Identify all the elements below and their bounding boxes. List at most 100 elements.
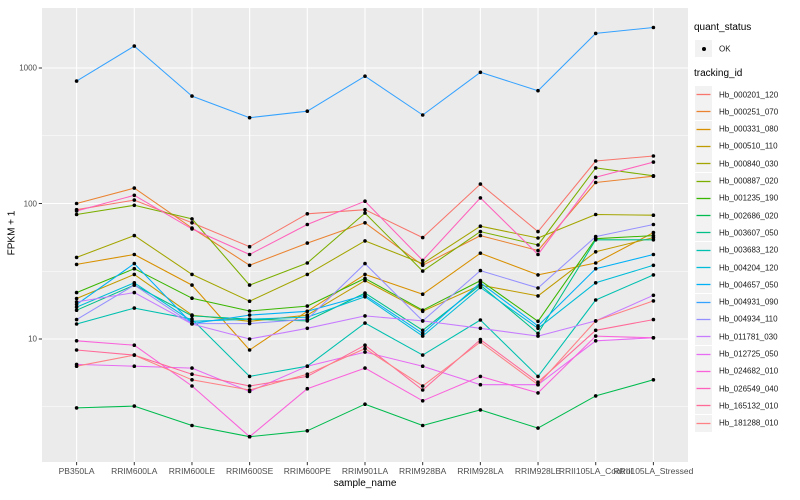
data-point — [651, 263, 656, 268]
data-point — [593, 180, 598, 185]
legend-title-tracking-id: tracking_id — [694, 68, 743, 79]
data-point — [132, 252, 137, 257]
data-point — [363, 261, 367, 266]
data-point — [305, 309, 310, 314]
data-point — [420, 423, 425, 428]
data-point — [132, 364, 137, 369]
data-point — [651, 233, 656, 238]
y-tick-label: 100 — [23, 199, 37, 208]
legend-entry-label: Hb_003607_050 — [719, 228, 779, 238]
data-point — [247, 317, 252, 322]
x-tick-label: RRIM600LE — [168, 466, 216, 476]
data-point — [478, 182, 483, 186]
line-swatch-icon — [696, 145, 711, 148]
data-point — [247, 299, 252, 304]
data-point — [536, 243, 540, 247]
data-point — [247, 348, 252, 352]
data-point — [536, 391, 540, 395]
line-swatch-icon — [696, 249, 711, 251]
legend-key-Hb_000887_020 — [695, 172, 712, 190]
line-swatch-icon — [696, 405, 711, 407]
data-point — [536, 229, 540, 234]
data-point — [651, 299, 656, 303]
quant-status-ok-label: OK — [719, 44, 731, 53]
data-point — [420, 261, 425, 266]
data-point — [190, 322, 194, 326]
legend-entry-label: Hb_181288_010 — [719, 418, 779, 428]
data-point — [593, 394, 598, 398]
data-point — [305, 386, 310, 391]
line-swatch-icon — [696, 336, 711, 338]
data-point — [651, 293, 656, 298]
legend-key-Hb_004657_050 — [695, 276, 712, 294]
data-point — [305, 272, 310, 277]
data-point — [74, 262, 79, 267]
data-point — [132, 283, 137, 287]
x-tick-label: RRIM600PE — [283, 466, 331, 476]
data-point — [190, 296, 194, 301]
data-point — [363, 346, 367, 351]
data-point — [363, 239, 367, 243]
legend-entry-label: Hb_000840_030 — [719, 159, 779, 169]
data-point — [593, 234, 598, 239]
legend-entry-label: Hb_000331_080 — [719, 124, 779, 134]
data-point — [536, 334, 540, 338]
data-point — [593, 159, 598, 163]
data-point — [420, 269, 425, 273]
data-point — [651, 222, 656, 227]
data-point — [247, 384, 252, 388]
data-point — [74, 317, 79, 322]
data-point — [363, 74, 367, 78]
line-swatch-icon — [696, 163, 711, 165]
data-point — [363, 199, 367, 203]
x-tick-label: PB350LA — [58, 466, 95, 476]
data-point — [132, 353, 137, 357]
x-tick-label: RRIM928LA — [457, 466, 504, 476]
data-point — [190, 366, 194, 370]
data-point — [363, 272, 367, 277]
data-point — [190, 221, 194, 225]
data-point — [305, 326, 310, 331]
data-point — [305, 317, 310, 322]
data-point — [132, 272, 137, 277]
data-point — [74, 290, 79, 295]
data-point — [190, 314, 194, 318]
data-point — [74, 308, 79, 313]
data-point — [478, 224, 483, 228]
legend-key-Hb_004931_090 — [695, 293, 712, 311]
data-point — [420, 308, 425, 313]
x-tick-label: RRII105LA_Control — [558, 466, 633, 476]
data-point — [247, 434, 252, 439]
data-point — [74, 255, 79, 260]
data-point — [420, 319, 425, 323]
data-point — [190, 217, 194, 221]
legend-key-Hb_004204_120 — [695, 259, 712, 276]
line-swatch-icon — [696, 180, 711, 182]
data-point — [132, 44, 137, 48]
data-point — [132, 186, 137, 190]
point-icon — [701, 46, 706, 51]
line-swatch-icon — [696, 301, 711, 303]
data-point — [420, 353, 425, 357]
data-point — [132, 233, 137, 238]
data-point — [536, 286, 540, 290]
data-point — [247, 321, 252, 326]
data-point — [132, 306, 137, 310]
data-point — [420, 113, 425, 117]
data-point — [190, 272, 194, 277]
legend-entry-label: Hb_012725_050 — [719, 349, 779, 359]
line-swatch-icon — [696, 93, 711, 96]
data-point — [593, 31, 598, 36]
data-point — [363, 366, 367, 370]
line-swatch-icon — [696, 197, 711, 199]
data-point — [651, 174, 656, 178]
line-swatch-icon — [696, 128, 711, 130]
data-point — [363, 221, 367, 225]
data-point — [305, 429, 310, 433]
data-point — [190, 423, 194, 428]
legend-key-Hb_002686_020 — [695, 207, 712, 225]
data-point — [478, 285, 483, 290]
data-point — [305, 212, 310, 216]
legend-title-quant-status: quant_status — [694, 22, 752, 33]
